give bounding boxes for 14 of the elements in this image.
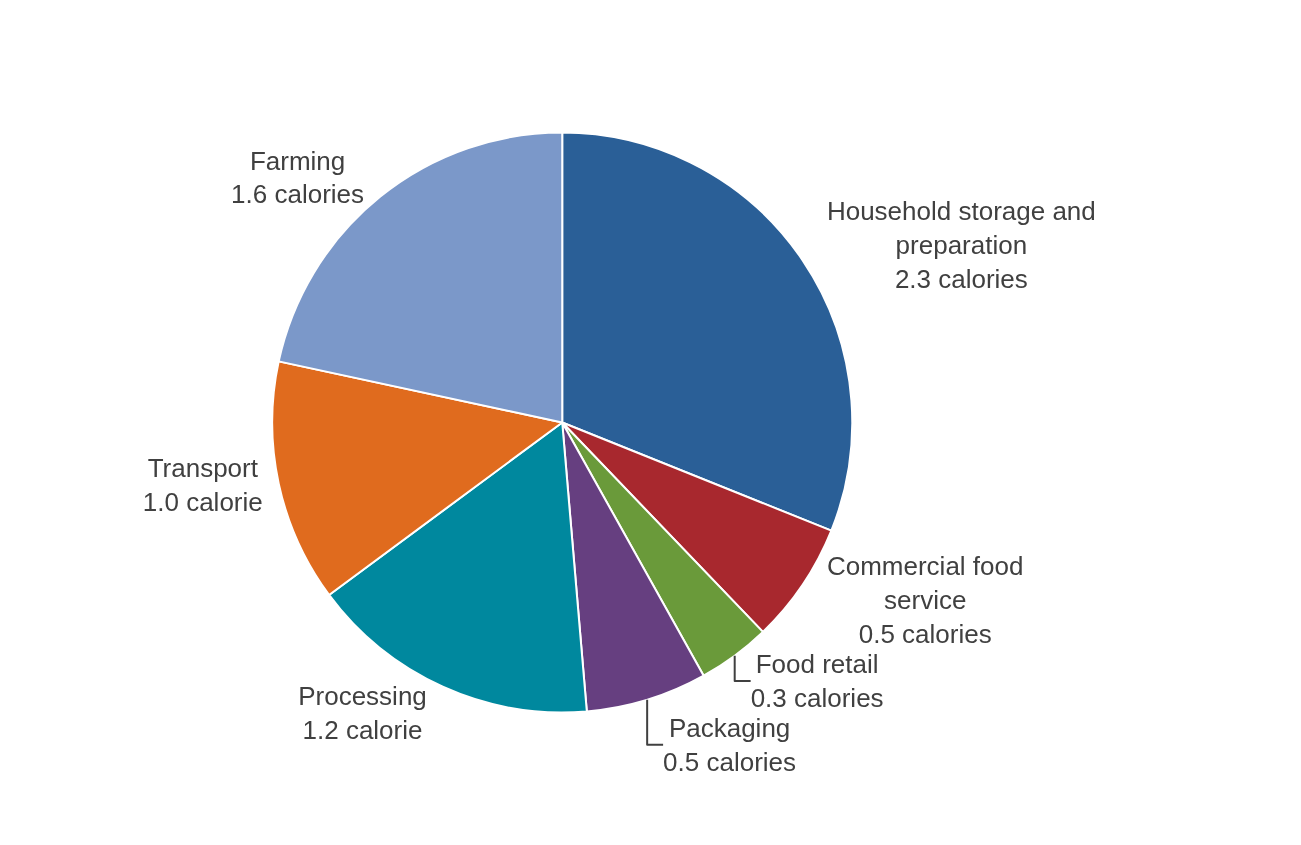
slice-label: Transport bbox=[147, 453, 259, 484]
slice-label: Processing bbox=[298, 681, 427, 712]
data-label: 1.6 calories bbox=[231, 179, 365, 210]
data-label: 0.5 calories bbox=[858, 619, 992, 650]
data-label: 0.5 calories bbox=[663, 746, 797, 777]
slice-label: Food retail bbox=[755, 649, 879, 680]
slice-label: Packaging bbox=[668, 712, 791, 743]
data-label: 0.3 calories bbox=[750, 682, 884, 713]
slice-label: Commercial food service bbox=[826, 551, 1024, 616]
data-label: 1.0 calorie bbox=[142, 486, 263, 517]
slice-label: Farming bbox=[249, 145, 346, 176]
data-label: 2.3 calories bbox=[894, 263, 1028, 294]
data-label: 1.2 calorie bbox=[302, 715, 423, 746]
slice-label: Household storage and preparation bbox=[826, 195, 1096, 260]
